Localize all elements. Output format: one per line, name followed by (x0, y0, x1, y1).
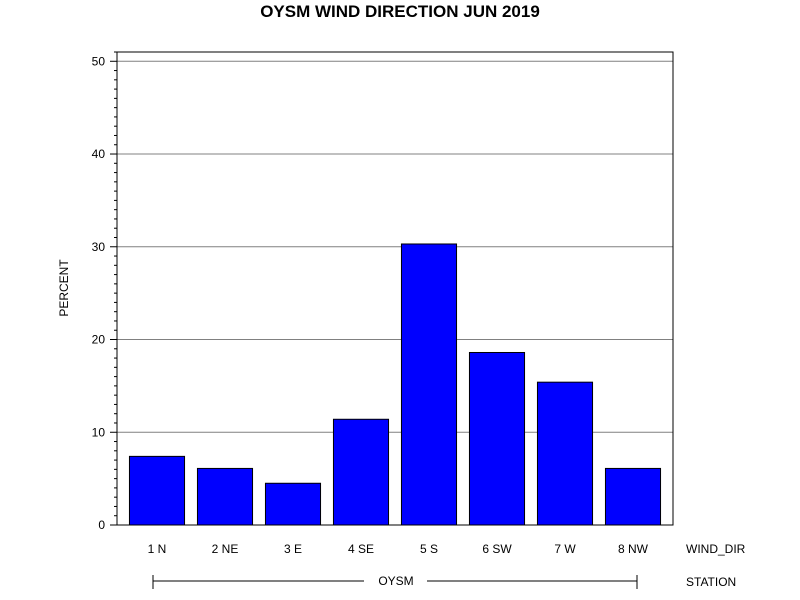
y-tick-label: 10 (92, 425, 106, 439)
station-axis-label: STATION (686, 575, 736, 589)
y-tick-label: 50 (92, 54, 106, 68)
y-axis-label: PERCENT (57, 259, 71, 317)
y-tick-label: 20 (92, 333, 106, 347)
y-tick-label: 30 (92, 240, 106, 254)
station-value: OYSM (378, 574, 413, 588)
bar (332, 418, 390, 526)
y-tick-label: 40 (92, 147, 106, 161)
x-axis-categories: 1 N 2 NE 3 E 4 SE 5 S 6 SW 7 W 8 NW (148, 542, 649, 556)
plot-frame (116, 51, 674, 526)
x-tick-label: 4 SE (348, 542, 374, 556)
x-tick-label: 7 W (554, 542, 576, 556)
x-tick-label: 3 E (284, 542, 302, 556)
x-tick-label: 5 S (420, 542, 438, 556)
bar (604, 467, 662, 526)
bar (536, 381, 594, 526)
bars (128, 243, 662, 526)
y-tick-label: 0 (98, 518, 105, 532)
station-group: OYSM (152, 574, 638, 589)
bar (468, 351, 526, 526)
bar (400, 243, 458, 526)
y-axis: 0 10 20 30 40 50 (92, 51, 117, 532)
grid-lines (117, 60, 673, 433)
x-tick-label: 1 N (148, 542, 167, 556)
x-tick-label: 8 NW (618, 542, 649, 556)
x-tick-label: 6 SW (482, 542, 512, 556)
bar (264, 482, 322, 526)
x-tick-label: 2 NE (212, 542, 239, 556)
bar (128, 455, 186, 526)
chart-title: OYSM WIND DIRECTION JUN 2019 (260, 2, 540, 21)
x-axis-label: WIND_DIR (686, 542, 746, 556)
bar (196, 467, 254, 526)
